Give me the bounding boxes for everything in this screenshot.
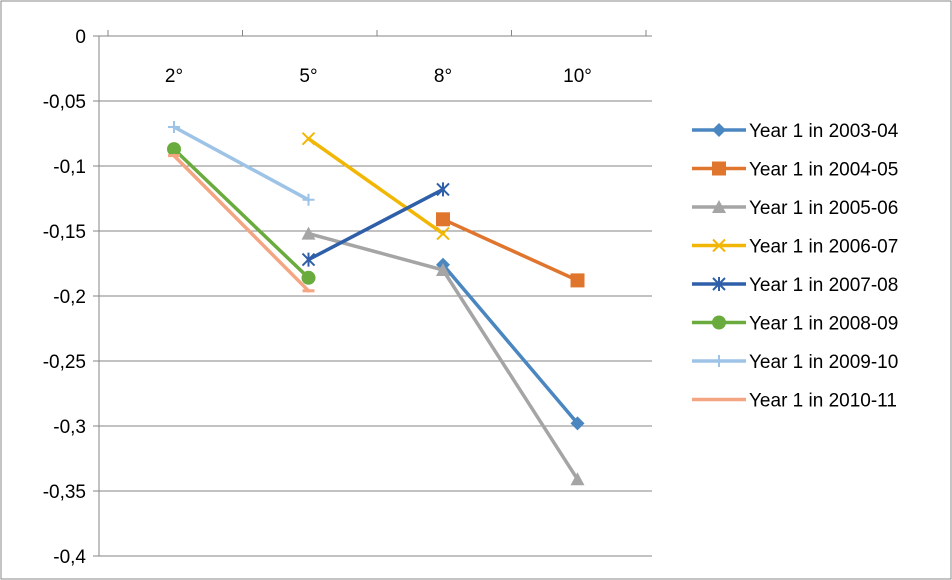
legend-label: Year 1 in 2007-08 [749, 275, 898, 296]
series-year-1-in-2003-04 [436, 257, 585, 431]
series-lines [167, 121, 585, 486]
series-year-1-in-2006-07 [301, 131, 450, 241]
x-marker [301, 131, 316, 146]
series-line [172, 153, 311, 293]
legend-label: Year 1 in 2010-11 [749, 391, 897, 412]
y-tick-label: -0,3 [53, 417, 86, 438]
star-marker [712, 277, 726, 291]
plus-marker [713, 355, 725, 367]
legend-label: Year 1 in 2006-07 [749, 237, 898, 258]
triangle-marker [712, 200, 726, 213]
legend-entry: Year 1 in 2008-09 [692, 314, 898, 335]
square-marker [712, 161, 726, 176]
circle-marker [167, 142, 181, 157]
series-year-1-in-2008-09 [167, 142, 316, 285]
y-tick-label: -0,2 [53, 287, 86, 308]
legend-entry: Year 1 in 2009-10 [692, 352, 898, 373]
star-marker [436, 182, 450, 197]
x-tick-label: 5° [299, 66, 317, 87]
series-line [306, 187, 445, 262]
triangle-marker [570, 472, 585, 486]
diamond-marker [712, 123, 726, 137]
y-tick-label: -0,35 [43, 482, 86, 503]
plus-marker [302, 193, 315, 206]
triangle-marker [436, 263, 450, 276]
x-tick-label: 10° [563, 66, 592, 87]
triangle-marker [301, 226, 316, 240]
x-tick-label: 8° [434, 66, 452, 87]
y-tick-label: -0,15 [43, 222, 86, 243]
y-tick-label: -0,1 [53, 157, 86, 178]
square-marker [570, 273, 585, 288]
series-year-1-in-2007-08 [301, 182, 450, 267]
series-line [441, 217, 580, 283]
diamond-marker [570, 416, 585, 431]
legend-entry: Year 1 in 2010-11 [692, 391, 897, 412]
circle-marker [712, 315, 726, 330]
legend-entry: Year 1 in 2004-05 [692, 160, 898, 181]
series-year-1-in-2010-11 [168, 153, 315, 293]
series-line [172, 125, 311, 202]
legend-label: Year 1 in 2008-09 [749, 314, 898, 335]
x-marker [712, 238, 726, 253]
y-tick-label: 0 [75, 27, 86, 48]
circle-marker [301, 270, 316, 285]
square-marker [436, 212, 450, 227]
legend-label: Year 1 in 2004-05 [749, 160, 898, 181]
y-tick-label: -0,4 [53, 547, 86, 568]
series-year-1-in-2009-10 [168, 121, 315, 206]
legend: Year 1 in 2003-04 Year 1 in 2004-05 Year 1… [692, 121, 899, 412]
y-tick-label: -0,25 [43, 352, 86, 373]
legend-entry: Year 1 in 2007-08 [692, 275, 898, 296]
legend-entry: Year 1 in 2003-04 [692, 121, 899, 142]
legend-label: Year 1 in 2003-04 [749, 121, 899, 142]
plus-marker [168, 121, 180, 133]
series-line [441, 263, 580, 426]
legend-entry: Year 1 in 2005-06 [692, 198, 898, 219]
series-year-1-in-2004-05 [436, 212, 585, 288]
series-line [306, 136, 445, 236]
x-marker [436, 226, 450, 241]
legend-label: Year 1 in 2005-06 [749, 198, 898, 219]
legend-entry: Year 1 in 2006-07 [692, 237, 898, 258]
series-year-1-in-2005-06 [301, 226, 585, 486]
star-marker [301, 252, 316, 267]
series-line [172, 147, 311, 280]
x-tick-label: 2° [165, 66, 183, 87]
axes: 0 -0,05 -0,1 -0,15 -0,2 -0,25 -0,3 -0,35 -0,4 2° 5… [43, 27, 652, 568]
legend-label: Year 1 in 2009-10 [749, 352, 898, 373]
y-tick-label: -0,05 [43, 92, 86, 113]
